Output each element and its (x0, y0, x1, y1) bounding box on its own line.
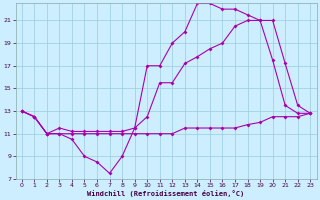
X-axis label: Windchill (Refroidissement éolien,°C): Windchill (Refroidissement éolien,°C) (87, 190, 245, 197)
